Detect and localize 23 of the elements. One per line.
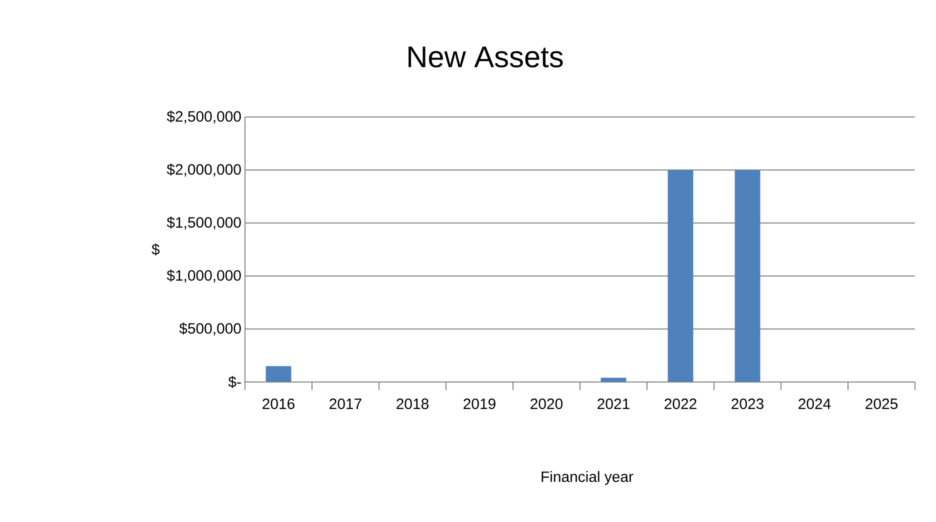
x-tick-label: 2023	[732, 398, 764, 410]
y-tick-label: $-	[228, 376, 241, 388]
y-tick-label: $2,000,000	[166, 164, 241, 176]
x-tick-label: 2017	[330, 398, 362, 410]
x-tick-label: 2021	[598, 398, 630, 410]
x-tick-label: 2020	[530, 398, 563, 410]
bar	[668, 170, 694, 382]
bar	[600, 378, 626, 382]
y-tick-label: $1,500,000	[166, 216, 241, 230]
x-tick-label: 2016	[262, 398, 294, 410]
x-tick-label: 2018	[396, 398, 428, 410]
x-tick-label: 2022	[664, 398, 696, 410]
x-axis-title: Financial year	[542, 471, 634, 485]
y-tick-label: $2,500,000	[166, 110, 241, 124]
bar	[734, 170, 760, 382]
chart-title: New Assets	[408, 46, 563, 68]
y-axis-title: $	[152, 243, 160, 256]
y-tick-label: $500,000	[179, 322, 241, 336]
y-tick-label: $1,000,000	[166, 270, 241, 282]
x-tick-label: 2019	[464, 398, 496, 410]
x-tick-label: 2024	[798, 398, 831, 410]
x-tick-label: 2025	[866, 398, 898, 410]
bar	[266, 366, 292, 382]
